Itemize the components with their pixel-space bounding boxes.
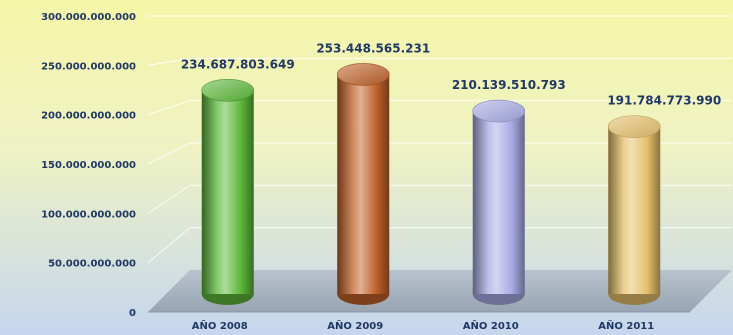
data-label: 191.784.773.990	[607, 94, 721, 108]
bar-a-o-2009: 253.448.565.231	[316, 41, 430, 305]
gridline	[147, 142, 732, 165]
x-tick-label: AÑO 2009	[327, 319, 383, 332]
bar-a-o-2010: 210.139.510.793	[452, 78, 566, 305]
gridlines	[147, 15, 732, 264]
y-axis: 0 50.000.000.000 100.000.000.000 150.000.00…	[41, 12, 136, 319]
y-tick-label: 150.000.000.000	[41, 160, 136, 171]
data-label: 253.448.565.231	[316, 41, 430, 55]
bar-body	[472, 111, 525, 294]
bar-top	[607, 115, 661, 138]
y-tick-label: 50.000.000.000	[48, 259, 136, 270]
gridline	[147, 184, 732, 214]
bar-body	[608, 126, 661, 294]
gridline	[147, 227, 732, 264]
x-tick-label: AÑO 2008	[192, 319, 248, 332]
bar-body	[201, 90, 254, 294]
gridline	[147, 57, 732, 66]
y-tick-label: 200.000.000.000	[41, 111, 136, 122]
bar-top	[472, 99, 526, 123]
bar-top	[201, 78, 255, 102]
chart-floor	[148, 270, 732, 312]
x-tick-label: AÑO 2011	[598, 319, 654, 332]
y-tick-label: 300.000.000.000	[41, 12, 136, 23]
bars: 234.687.803.649 253.448.565.231 210.139.51…	[181, 41, 721, 305]
y-tick-label: 100.000.000.000	[41, 209, 136, 220]
bar-a-o-2011: 191.784.773.990	[607, 94, 721, 305]
bar-top	[336, 63, 390, 86]
data-label: 210.139.510.793	[452, 78, 566, 92]
x-tick-label: AÑO 2010	[463, 319, 519, 332]
y-tick-label: 250.000.000.000	[41, 61, 136, 72]
y-tick-label: 0	[129, 308, 136, 319]
bar-a-o-2008: 234.687.803.649	[181, 57, 295, 305]
data-label: 234.687.803.649	[181, 57, 295, 71]
x-axis: AÑO 2008 AÑO 2009 AÑO 2010 AÑO 2011	[192, 319, 654, 332]
bar-body	[337, 74, 390, 295]
gridline	[147, 100, 732, 116]
